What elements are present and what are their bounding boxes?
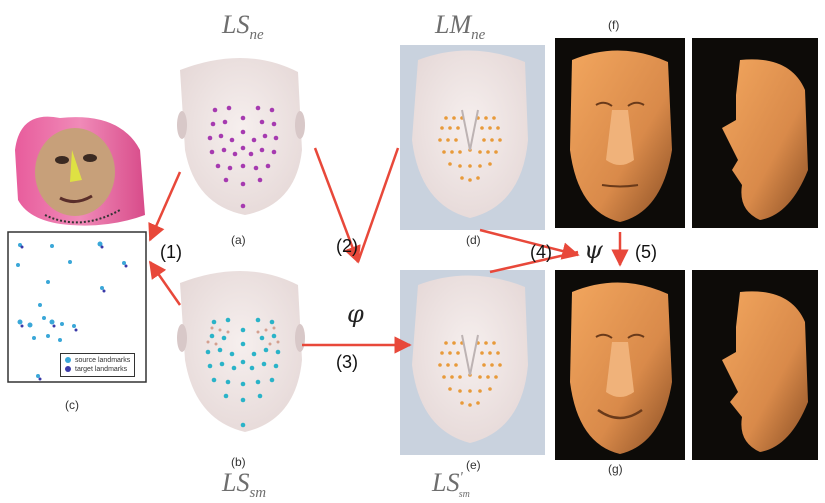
source-swatch-icon <box>65 357 71 364</box>
panel-label-a: (a) <box>231 233 246 247</box>
target-swatch-icon <box>65 366 71 373</box>
panel-label-f: (f) <box>608 18 620 32</box>
smile-face-landmarks <box>177 270 305 432</box>
arrow-d-to-phi <box>356 147 400 263</box>
scan-face-photo <box>10 115 150 230</box>
panel-label-c: (c) <box>65 398 79 412</box>
panel-label-b: (b) <box>231 455 246 469</box>
scatter-legend: source landmarks target landmarks <box>60 353 136 377</box>
legend-target: target landmarks <box>65 365 130 374</box>
label-lm-ne: LMne <box>435 10 486 44</box>
step-4: (4) <box>530 242 552 262</box>
arrow-a-to-c <box>148 171 182 242</box>
flow-arrows <box>148 147 629 354</box>
neutral-mesh-face <box>400 45 545 230</box>
arrow-e-to-psi <box>489 250 579 274</box>
step-1: (1) <box>160 242 182 262</box>
arrow-b-to-c <box>148 260 182 306</box>
label-ls-prime-sm: LS'sm <box>432 468 470 501</box>
psi-symbol: ψ <box>584 236 603 264</box>
panel-label-e: (e) <box>466 458 481 472</box>
rendered-neutral-profile <box>692 38 818 228</box>
rendered-neutral-front <box>555 38 685 228</box>
panel-label-g: (g) <box>608 462 623 476</box>
panel-label-d: (d) <box>466 233 481 247</box>
rendered-smile-profile <box>692 270 818 460</box>
legend-source: source landmarks <box>65 356 130 365</box>
arrow-d-to-psi <box>479 228 580 260</box>
step-5: (5) <box>635 242 657 262</box>
step-2: (2) <box>336 236 358 256</box>
transferred-mesh-face <box>400 270 545 455</box>
rendered-smile-front <box>555 270 685 460</box>
neutral-face-landmarks <box>177 57 305 215</box>
phi-symbol: φ <box>347 300 364 328</box>
step-3: (3) <box>336 352 358 372</box>
label-ls-sm: LSsm <box>222 468 267 502</box>
label-ls-ne: LSne <box>222 10 264 44</box>
arrow-a-to-phi <box>313 147 361 264</box>
